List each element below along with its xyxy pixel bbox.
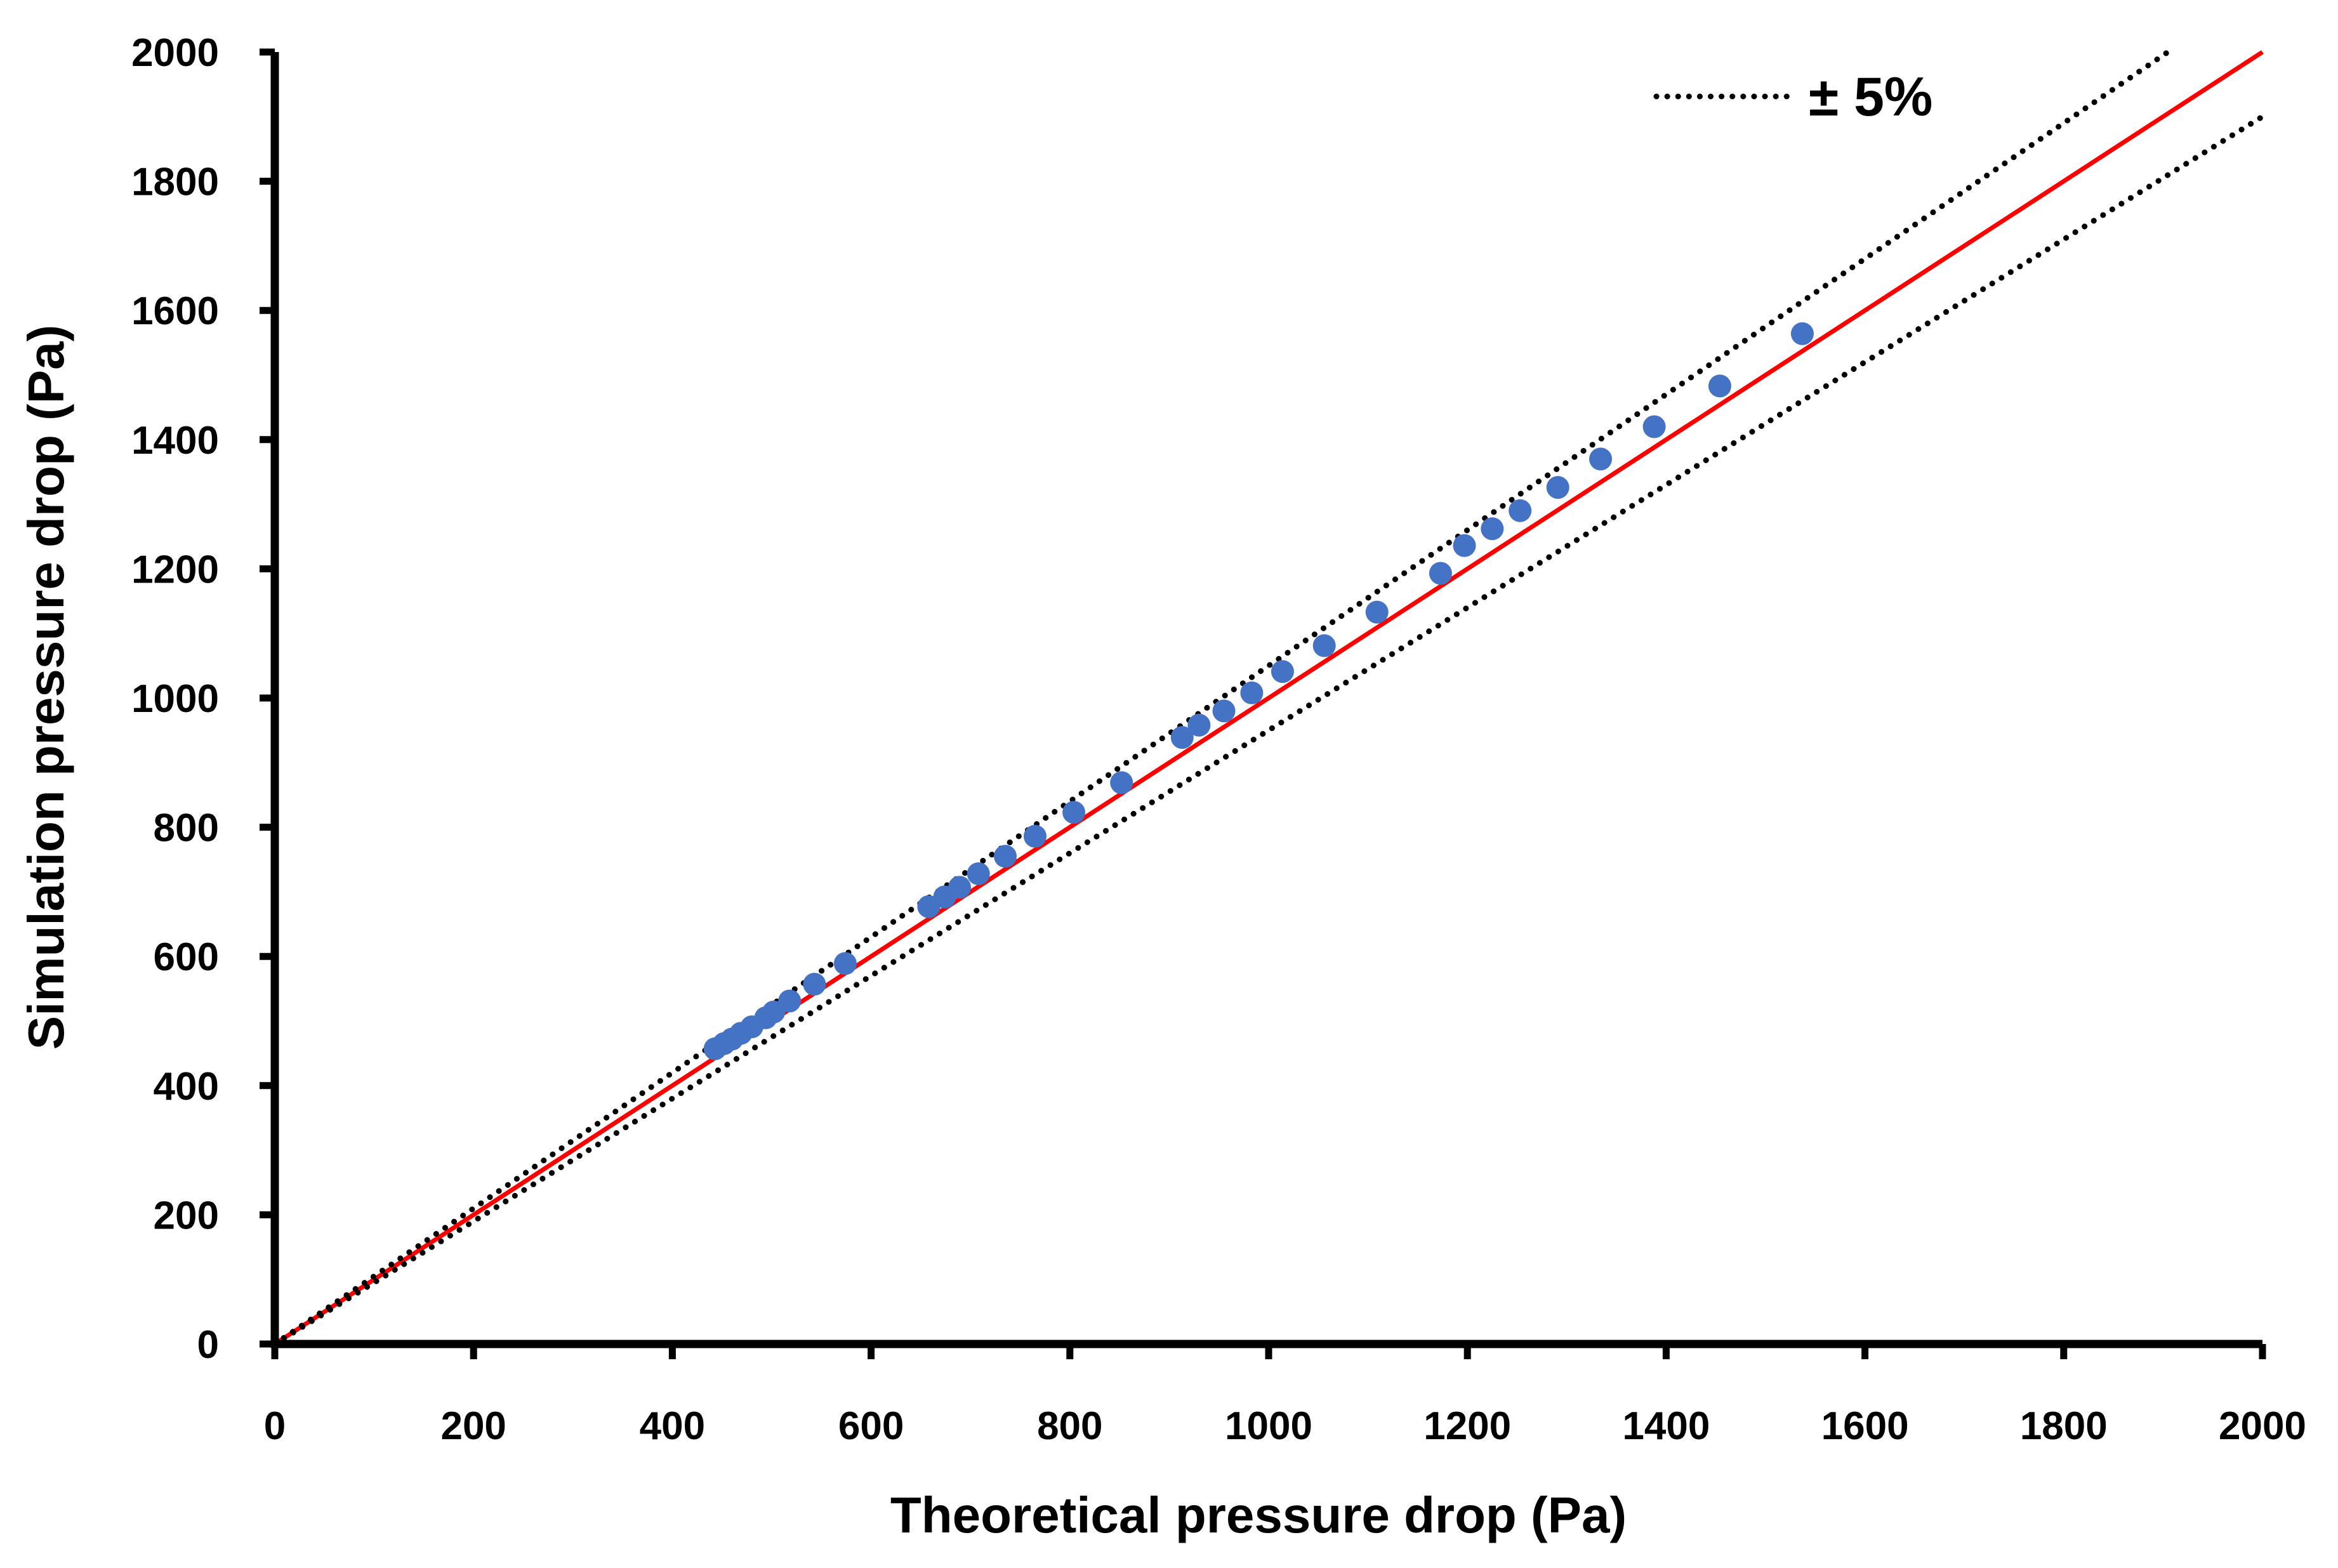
legend-label: ± 5%: [1809, 67, 1932, 128]
y-tick-label: 1200: [131, 548, 219, 591]
data-point: [1312, 634, 1336, 657]
y-tick-label: 1000: [131, 677, 219, 721]
x-tick-label: 1600: [1821, 1404, 1909, 1448]
x-tick-label: 600: [838, 1404, 904, 1448]
y-tick-labels: 0 200 400 600 800 1000 1200 1400 1600 1800 2000: [131, 31, 219, 1367]
data-point: [1170, 726, 1194, 749]
y-tick-label: 1800: [131, 161, 219, 204]
reference-line-identity: [274, 50, 2264, 1346]
data-point: [967, 862, 990, 885]
data-point: [994, 845, 1017, 868]
data-point: [1365, 600, 1389, 624]
y-tick-label: 600: [154, 935, 219, 979]
data-point: [1481, 517, 1504, 541]
y-tick-label: 400: [154, 1065, 219, 1109]
data-point: [762, 1000, 786, 1024]
y-axis-title: Simulation pressure drop (Pa): [18, 325, 74, 1050]
data-point: [1708, 374, 1731, 398]
data-points: [703, 322, 1814, 1060]
data-point: [1790, 322, 1814, 345]
data-point: [1023, 824, 1047, 848]
data-point: [1271, 660, 1294, 683]
data-point: [1642, 415, 1666, 438]
x-tick-label: 1800: [2020, 1404, 2108, 1448]
data-point: [1546, 476, 1569, 499]
x-tick-label: 1000: [1225, 1404, 1312, 1448]
data-point: [948, 876, 971, 899]
data-point: [1240, 681, 1264, 704]
y-tick-label: 1400: [131, 419, 219, 463]
x-tick-label: 1200: [1423, 1404, 1511, 1448]
y-tick-label: 1600: [131, 289, 219, 333]
y-tick-label: 2000: [131, 31, 219, 75]
y-tick-label: 200: [154, 1194, 219, 1237]
data-point: [778, 989, 802, 1013]
x-tick-label: 400: [640, 1404, 705, 1448]
reference-line-minus-5pct: [272, 114, 2266, 1347]
data-point: [1187, 713, 1211, 737]
x-tick-label: 200: [440, 1404, 506, 1448]
x-tick-label: 2000: [2219, 1404, 2306, 1448]
data-point: [1110, 771, 1133, 794]
reference-lines: [272, 49, 2266, 1347]
legend: ± 5%: [1653, 67, 1932, 128]
y-tick-label: 800: [154, 807, 219, 850]
data-point: [1509, 499, 1532, 522]
x-tick-label: 0: [264, 1404, 286, 1448]
tick-marks: [260, 48, 2266, 1359]
data-point: [1589, 447, 1613, 471]
x-axis-title: Theoretical pressure drop (Pa): [890, 1487, 1627, 1543]
data-point: [1062, 801, 1086, 824]
data-point: [1453, 534, 1476, 557]
data-point: [1212, 699, 1236, 723]
x-tick-label: 1400: [1622, 1404, 1710, 1448]
y-tick-label: 0: [197, 1323, 219, 1367]
data-point: [1429, 562, 1452, 585]
x-tick-label: 800: [1037, 1404, 1102, 1448]
data-point: [833, 952, 857, 975]
data-point: [803, 972, 826, 996]
reference-line-plus-5pct: [272, 49, 2171, 1347]
x-tick-labels: 0 200 400 600 800 1000 1200 1400 1600 1800 2000: [264, 1404, 2306, 1448]
